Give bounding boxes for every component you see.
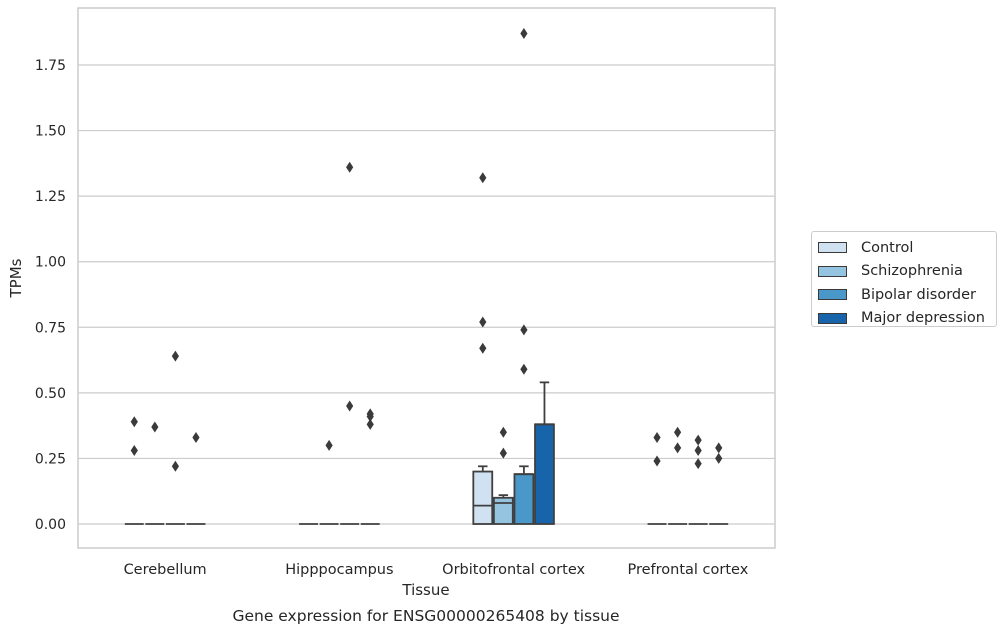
- box-body: [472, 470, 494, 525]
- outlier-point: [171, 350, 180, 362]
- legend-label: Bipolar disorder: [861, 286, 976, 303]
- outlier-point: [520, 324, 528, 336]
- y-tick-label: 0.75: [35, 320, 66, 336]
- x-tick-labels: Cerebellum Hipppocampus Orbitofrontal cort…: [124, 562, 749, 578]
- legend-item: Control: [818, 236, 996, 260]
- y-tick-label: 0.00: [35, 517, 66, 533]
- outlier-point: [130, 445, 138, 457]
- plot-frame: [77, 7, 776, 549]
- x-tick-label: Orbitofrontal cortex: [442, 562, 585, 578]
- outlier-point: [479, 316, 487, 328]
- outlier-point: [715, 452, 723, 464]
- x-tick-label: Prefrontal cortex: [627, 562, 748, 578]
- x-tick-label: Hipppocampus: [285, 562, 393, 578]
- outlier-point: [715, 442, 723, 454]
- outlier-point: [346, 400, 354, 412]
- box-schizophrenia: [668, 426, 688, 525]
- box-major-depression: [360, 408, 380, 525]
- outlier-point: [499, 447, 507, 459]
- outlier-point: [673, 442, 682, 454]
- y-tick-label: 1.50: [35, 124, 66, 140]
- box-control: [647, 431, 667, 525]
- outlier-point: [694, 445, 702, 457]
- plot-marks: [124, 28, 729, 525]
- outlier-point: [520, 28, 528, 40]
- box-bipolar-disorder: [340, 161, 360, 525]
- box-body: [534, 423, 555, 525]
- outlier-point: [694, 434, 702, 446]
- x-tick-label: Cerebellum: [124, 562, 207, 578]
- box-major-depression: [186, 431, 206, 525]
- gridlines: [78, 64, 775, 525]
- outlier-point: [499, 426, 507, 438]
- y-tick-label: 1.75: [35, 58, 66, 74]
- legend-swatch: [818, 242, 847, 254]
- outlier-point: [366, 410, 374, 422]
- outlier-point: [694, 458, 702, 470]
- y-tick-label: 0.25: [35, 451, 66, 467]
- legend-label: Schizophrenia: [861, 263, 963, 280]
- legend-swatch: [818, 265, 847, 277]
- box-bipolar-disorder: [688, 434, 708, 525]
- y-axis-label: TPMs: [7, 258, 25, 298]
- legend-item: Major depression: [818, 307, 996, 331]
- legend-swatch: [818, 289, 847, 301]
- x-axis-label: Tissue: [401, 581, 449, 599]
- box-bipolar-disorder: [165, 350, 185, 525]
- outlier-point: [653, 431, 661, 443]
- outlier-point: [653, 455, 661, 467]
- box-schizophrenia: [145, 421, 165, 525]
- y-tick-labels: 0.00 0.25 0.50 0.75 1.00 1.25 1.50 1.75: [35, 58, 66, 533]
- legend-item: Bipolar disorder: [818, 283, 996, 307]
- outlier-point: [366, 418, 374, 430]
- outlier-point: [192, 431, 200, 443]
- box-schizophrenia: [492, 426, 514, 525]
- box-control: [124, 416, 144, 525]
- outlier-point: [346, 161, 354, 173]
- outlier-point: [130, 416, 138, 428]
- outlier-point: [171, 460, 180, 472]
- box-schizophrenia: [319, 439, 339, 525]
- outlier-point: [673, 426, 682, 438]
- y-tick-label: 1.25: [35, 189, 66, 205]
- y-tick-label: 0.50: [35, 386, 66, 402]
- legend-swatch: [818, 312, 847, 324]
- y-tick-label: 1.00: [35, 255, 66, 271]
- outlier-point: [520, 363, 528, 375]
- legend-label: Control: [861, 239, 914, 256]
- outlier-point: [479, 342, 487, 354]
- box-body: [513, 473, 535, 525]
- legend-label: Major depression: [861, 310, 985, 327]
- legend: Control Schizophrenia Bipolar disorder Majo…: [811, 231, 997, 327]
- box-body: [492, 496, 514, 525]
- box-major-depression: [709, 442, 729, 525]
- outlier-point: [479, 172, 487, 184]
- chart-caption: Gene expression for ENSG00000265408 by t…: [232, 607, 619, 625]
- outlier-point: [325, 439, 333, 451]
- box-control: [472, 172, 494, 525]
- outlier-point: [151, 421, 159, 433]
- legend-item: Schizophrenia: [818, 260, 996, 284]
- box-major-depression: [534, 381, 555, 525]
- box-bipolar-disorder: [513, 28, 535, 525]
